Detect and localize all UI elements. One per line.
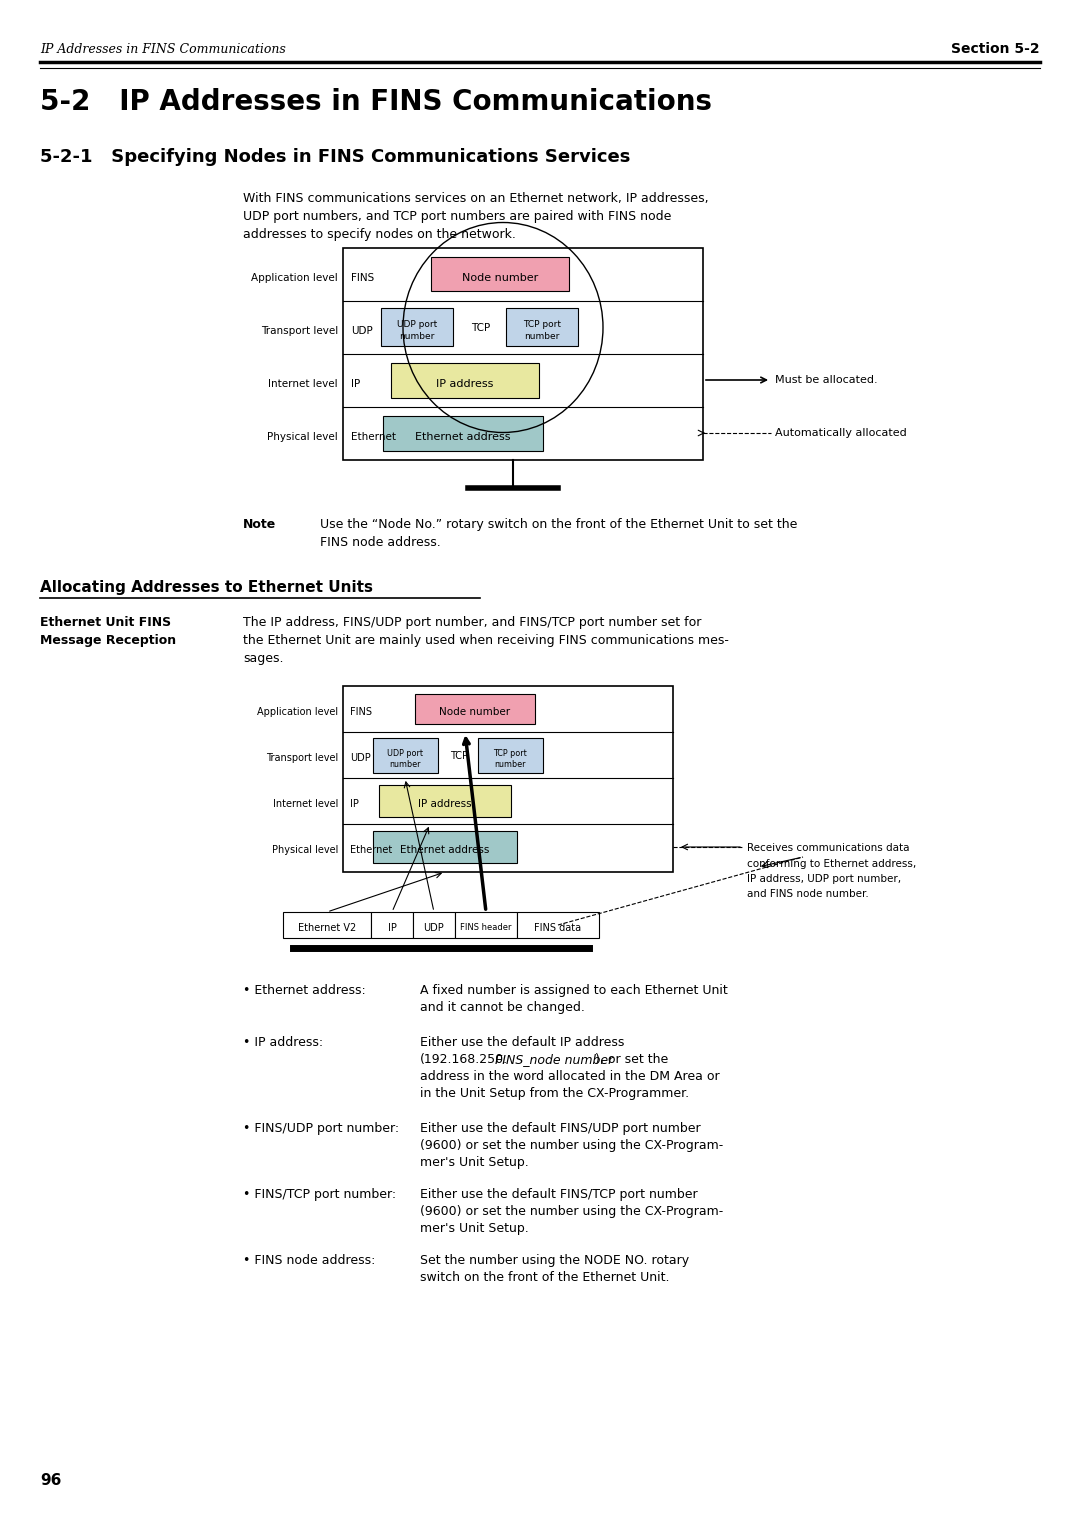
Text: (9600) or set the number using the CX-Program-: (9600) or set the number using the CX-Pr…: [420, 1206, 724, 1218]
Text: Application level: Application level: [257, 707, 338, 717]
Bar: [413, 912, 455, 938]
Bar: [381, 309, 453, 345]
Text: Either use the default FINS/TCP port number: Either use the default FINS/TCP port num…: [420, 1187, 698, 1201]
Text: and FINS node number.: and FINS node number.: [747, 889, 868, 898]
Text: FINS: FINS: [350, 707, 372, 717]
Text: TCP: TCP: [450, 750, 468, 761]
Text: The IP address, FINS/UDP port number, and FINS/TCP port number set for: The IP address, FINS/UDP port number, an…: [243, 616, 701, 630]
Text: Ethernet address: Ethernet address: [415, 432, 511, 442]
Text: Either use the default FINS/UDP port number: Either use the default FINS/UDP port num…: [420, 1122, 701, 1135]
Text: Ethernet V2: Ethernet V2: [298, 923, 356, 934]
Bar: [343, 248, 703, 460]
Text: UDP: UDP: [351, 325, 373, 336]
Text: Transport level: Transport level: [266, 753, 338, 762]
Text: Transport level: Transport level: [260, 325, 338, 336]
Text: With FINS communications services on an Ethernet network, IP addresses,: With FINS communications services on an …: [243, 193, 708, 205]
Text: Must be allocated.: Must be allocated.: [775, 374, 878, 385]
Text: Use the “Node No.” rotary switch on the front of the Ethernet Unit to set the: Use the “Node No.” rotary switch on the …: [320, 518, 797, 532]
Text: FINS node address.: FINS node address.: [320, 536, 441, 549]
Text: addresses to specify nodes on the network.: addresses to specify nodes on the networ…: [243, 228, 516, 241]
Text: FINS: FINS: [351, 274, 375, 283]
Text: A fixed number is assigned to each Ethernet Unit: A fixed number is assigned to each Ether…: [420, 984, 728, 996]
Text: IP Addresses in FINS Communications: IP Addresses in FINS Communications: [40, 43, 286, 57]
Text: Node number: Node number: [440, 707, 511, 717]
Text: address in the word allocated in the DM Area or: address in the word allocated in the DM …: [420, 1070, 719, 1083]
Text: UDP: UDP: [350, 753, 370, 762]
Text: UDP port: UDP port: [396, 319, 437, 329]
Text: FINS header: FINS header: [460, 923, 512, 932]
Text: Internet level: Internet level: [268, 379, 338, 390]
Text: IP: IP: [388, 923, 396, 934]
Text: IP address, UDP port number,: IP address, UDP port number,: [747, 874, 901, 885]
Text: (9600) or set the number using the CX-Program-: (9600) or set the number using the CX-Pr…: [420, 1138, 724, 1152]
Text: TCP port: TCP port: [494, 749, 527, 758]
Text: mer's Unit Setup.: mer's Unit Setup.: [420, 1222, 529, 1235]
Bar: [478, 738, 543, 773]
Text: Either use the default IP address: Either use the default IP address: [420, 1036, 624, 1050]
Text: Physical level: Physical level: [267, 432, 338, 442]
Text: Note: Note: [243, 518, 276, 532]
Text: FINS_node number: FINS_node number: [495, 1053, 613, 1067]
Text: Physical level: Physical level: [272, 845, 338, 856]
Text: Application level: Application level: [252, 274, 338, 283]
Text: • FINS/UDP port number:: • FINS/UDP port number:: [243, 1122, 400, 1135]
Text: the Ethernet Unit are mainly used when receiving FINS communications mes-: the Ethernet Unit are mainly used when r…: [243, 634, 729, 646]
Bar: [383, 416, 543, 451]
Text: ), or set the: ), or set the: [595, 1053, 669, 1067]
Text: TCP port: TCP port: [523, 319, 561, 329]
Text: Node number: Node number: [462, 274, 538, 283]
Text: Receives communications data: Receives communications data: [747, 843, 909, 853]
Text: in the Unit Setup from the CX-Programmer.: in the Unit Setup from the CX-Programmer…: [420, 1086, 689, 1100]
Text: Ethernet: Ethernet: [351, 432, 396, 442]
Text: • IP address:: • IP address:: [243, 1036, 323, 1050]
Bar: [391, 364, 539, 397]
Text: UDP: UDP: [423, 923, 444, 934]
Text: Allocating Addresses to Ethernet Units: Allocating Addresses to Ethernet Units: [40, 581, 373, 594]
Text: 5-2   IP Addresses in FINS Communications: 5-2 IP Addresses in FINS Communications: [40, 89, 712, 116]
Bar: [373, 831, 517, 863]
Text: • FINS node address:: • FINS node address:: [243, 1254, 376, 1267]
Text: Internet level: Internet level: [272, 799, 338, 808]
Text: Ethernet Unit FINS: Ethernet Unit FINS: [40, 616, 171, 630]
Text: 5-2-1   Specifying Nodes in FINS Communications Services: 5-2-1 Specifying Nodes in FINS Communica…: [40, 148, 631, 167]
Bar: [373, 738, 438, 773]
Text: Set the number using the NODE NO. rotary: Set the number using the NODE NO. rotary: [420, 1254, 689, 1267]
Text: IP: IP: [351, 379, 361, 390]
Text: number: number: [524, 332, 559, 341]
Text: IP address: IP address: [418, 799, 472, 808]
Text: and it cannot be changed.: and it cannot be changed.: [420, 1001, 585, 1015]
Text: UDP port numbers, and TCP port numbers are paired with FINS node: UDP port numbers, and TCP port numbers a…: [243, 209, 672, 223]
Bar: [431, 257, 569, 290]
Text: (192.168.250.: (192.168.250.: [420, 1053, 508, 1067]
Bar: [379, 785, 511, 817]
Text: number: number: [389, 759, 421, 769]
Text: • Ethernet address:: • Ethernet address:: [243, 984, 366, 996]
Text: conforming to Ethernet address,: conforming to Ethernet address,: [747, 859, 916, 869]
Text: number: number: [400, 332, 434, 341]
Bar: [507, 309, 578, 345]
Text: • FINS/TCP port number:: • FINS/TCP port number:: [243, 1187, 396, 1201]
Text: IP: IP: [350, 799, 359, 808]
Text: Automatically allocated: Automatically allocated: [775, 428, 907, 439]
Text: Message Reception: Message Reception: [40, 634, 176, 646]
Text: IP address: IP address: [436, 379, 494, 390]
Bar: [517, 912, 599, 938]
Text: Section 5-2: Section 5-2: [951, 41, 1040, 57]
Bar: [283, 912, 372, 938]
Text: 96: 96: [40, 1473, 62, 1488]
Bar: [343, 686, 673, 872]
Text: FINS data: FINS data: [535, 923, 581, 934]
Text: mer's Unit Setup.: mer's Unit Setup.: [420, 1157, 529, 1169]
Text: sages.: sages.: [243, 652, 283, 665]
Text: Ethernet address: Ethernet address: [401, 845, 489, 856]
Text: number: number: [495, 759, 526, 769]
Text: UDP port: UDP port: [387, 749, 423, 758]
Text: switch on the front of the Ethernet Unit.: switch on the front of the Ethernet Unit…: [420, 1271, 670, 1284]
Bar: [415, 694, 535, 724]
Text: TCP: TCP: [471, 322, 490, 333]
Bar: [455, 912, 517, 938]
Text: Ethernet: Ethernet: [350, 845, 392, 856]
Bar: [372, 912, 413, 938]
